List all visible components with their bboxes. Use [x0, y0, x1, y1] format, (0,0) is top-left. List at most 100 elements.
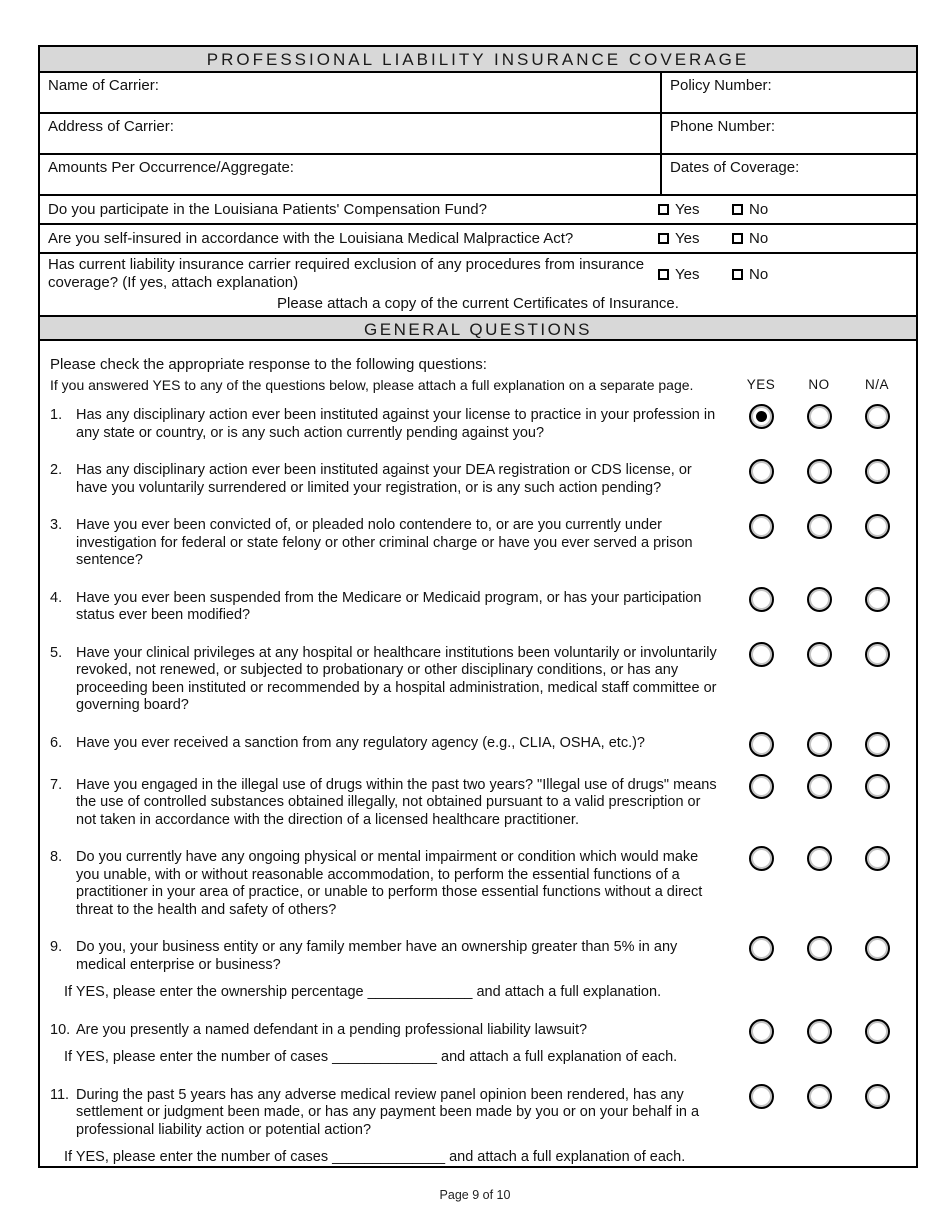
question-number: 10. — [50, 1021, 71, 1038]
no-radio[interactable] — [806, 514, 832, 539]
no-label: No — [749, 230, 769, 247]
yes-radio[interactable] — [748, 846, 774, 871]
no-radio[interactable] — [806, 404, 832, 429]
n-a-radio[interactable] — [864, 846, 890, 871]
yes-radio[interactable] — [748, 773, 774, 799]
question-text: Have you ever been suspended from the Me… — [76, 589, 702, 624]
yes-radio[interactable] — [748, 1083, 774, 1109]
yes-label: Yes — [675, 265, 700, 283]
no-radio[interactable] — [806, 731, 832, 757]
yes-checkbox[interactable] — [658, 268, 669, 280]
yesno-question-row: Are you self-insured in accordance with … — [40, 225, 916, 254]
address-of-carrier-field[interactable]: Address of Carrier: — [40, 114, 662, 153]
yes-radio[interactable] — [748, 459, 774, 484]
column-header-no: NO — [808, 377, 830, 392]
response-column-headers: YES NO N/A — [732, 376, 906, 394]
yes-radio[interactable] — [748, 641, 774, 667]
question-body: Has any disciplinary action ever been in… — [76, 407, 732, 442]
yesno-question-text: Has current liability insurance carrier … — [48, 256, 645, 291]
n-a-radio[interactable] — [864, 936, 890, 961]
no-option[interactable]: No — [732, 201, 806, 218]
phone-number-field[interactable]: Phone Number: — [662, 114, 916, 153]
yes-checkbox[interactable] — [658, 204, 669, 215]
amounts-per-occurrence-aggregate-field[interactable]: Amounts Per Occurrence/Aggregate: — [40, 155, 662, 194]
dates-of-coverage-field[interactable]: Dates of Coverage: — [662, 155, 916, 194]
yes-radio[interactable] — [748, 1018, 774, 1044]
no-label: No — [749, 265, 769, 283]
questions-header-row: If you answered YES to any of the questi… — [50, 376, 906, 394]
question-radio-group — [732, 731, 906, 757]
n-a-radio[interactable] — [864, 1018, 890, 1044]
no-radio[interactable] — [806, 586, 832, 612]
n-a-radio[interactable] — [864, 459, 890, 484]
yes-option[interactable]: Yes — [658, 266, 732, 283]
radio-cell — [790, 459, 848, 484]
yes-label: Yes — [675, 201, 700, 218]
field-label: Dates of Coverage: — [670, 159, 800, 176]
radio-cell — [790, 1083, 848, 1109]
question-text: Have you ever received a sanction from a… — [76, 734, 645, 751]
no-checkbox[interactable] — [732, 233, 743, 244]
questions-intro-line2: If you answered YES to any of the questi… — [50, 377, 694, 393]
radio-cell — [732, 404, 790, 429]
question-radio-group — [732, 1018, 906, 1067]
radio-cell — [848, 404, 906, 429]
question-followup-blank-line: If YES, please enter the number of cases… — [64, 1149, 686, 1165]
n-a-radio[interactable] — [864, 1083, 890, 1109]
yesno-question-text: Are you self-insured in accordance with … — [48, 229, 574, 247]
n-a-radio[interactable] — [864, 514, 890, 539]
n-a-radio[interactable] — [864, 773, 890, 799]
n-a-radio[interactable] — [864, 404, 890, 429]
no-radio[interactable] — [806, 846, 832, 871]
n-a-radio[interactable] — [864, 586, 890, 612]
no-radio[interactable] — [806, 1083, 832, 1109]
no-checkbox[interactable] — [732, 204, 743, 215]
yes-option[interactable]: Yes — [658, 230, 732, 247]
n-a-radio[interactable] — [864, 641, 890, 667]
no-radio[interactable] — [806, 459, 832, 484]
liability-insurance-form: PROFESSIONAL LIABILITY INSURANCE COVERAG… — [38, 45, 918, 1168]
question-number: 1. — [50, 407, 63, 423]
radio-cell — [732, 773, 790, 799]
no-option[interactable]: No — [732, 230, 806, 247]
radio-cell — [790, 846, 848, 871]
yes-radio[interactable] — [748, 404, 774, 429]
radio-cell — [848, 773, 906, 799]
radio-cell — [732, 731, 790, 757]
column-header-cell: N/A — [848, 376, 906, 394]
yes-radio[interactable] — [748, 514, 774, 539]
general-questions-title: GENERAL QUESTIONS — [40, 315, 916, 341]
no-radio[interactable] — [806, 1018, 832, 1044]
name-of-carrier-field[interactable]: Name of Carrier: — [40, 73, 662, 112]
question-number: 9. — [50, 939, 63, 955]
policy-number-field[interactable]: Policy Number: — [662, 73, 916, 112]
question-number: 5. — [50, 644, 63, 661]
yes-checkbox[interactable] — [658, 233, 669, 244]
yes-radio[interactable] — [748, 936, 774, 961]
yes-radio[interactable] — [748, 731, 774, 757]
no-checkbox[interactable] — [732, 268, 743, 280]
radio-cell — [848, 641, 906, 667]
radio-cell — [848, 459, 906, 484]
question-row: 2. Has any disciplinary action ever been … — [50, 459, 906, 497]
question-text: Have your clinical privileges at any hos… — [76, 644, 717, 714]
yes-radio[interactable] — [748, 586, 774, 612]
radio-cell — [790, 641, 848, 667]
question-radio-group — [732, 773, 906, 830]
n-a-radio[interactable] — [864, 731, 890, 757]
question-body: Have your clinical privileges at any hos… — [76, 645, 732, 715]
yes-option[interactable]: Yes — [658, 201, 732, 218]
no-label: No — [749, 201, 769, 218]
question-text: Are you presently a named defendant in a… — [76, 1021, 588, 1038]
no-radio[interactable] — [806, 936, 832, 961]
question-radio-group — [732, 1083, 906, 1167]
no-radio[interactable] — [806, 641, 832, 667]
radio-cell — [790, 936, 848, 961]
radio-cell — [790, 1018, 848, 1044]
radio-cell — [790, 731, 848, 757]
no-option[interactable]: No — [732, 266, 806, 283]
yesno-question-text: Do you participate in the Louisiana Pati… — [48, 200, 487, 218]
no-radio[interactable] — [806, 773, 832, 799]
attach-certificates-note: Please attach a copy of the current Cert… — [277, 295, 679, 312]
question-body: Has any disciplinary action ever been in… — [76, 462, 732, 497]
